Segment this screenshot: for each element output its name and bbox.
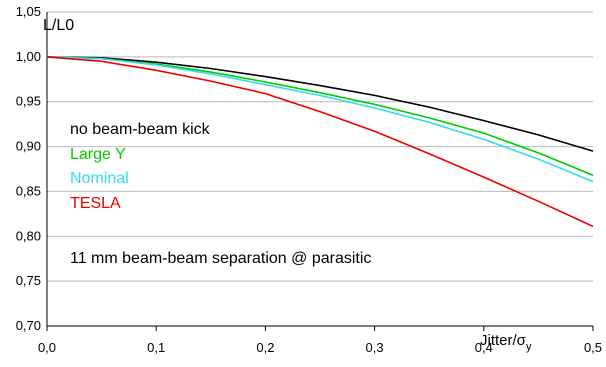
legend-entry-nominal: Nominal [70, 170, 129, 187]
legend-entry-no-beam-beam-kick: no beam-beam kick [70, 121, 211, 138]
y-tick-label: 0,90 [16, 139, 41, 154]
legend-entry-tesla: TESLA [70, 195, 121, 212]
y-tick-label: 0,75 [16, 273, 41, 288]
x-tick-label: 0,1 [147, 340, 165, 355]
series-lines [46, 56, 594, 228]
y-tick-label: 0,95 [16, 94, 41, 109]
y-axis-label: L/L0 [43, 17, 74, 34]
x-tick-label: 0,5 [584, 340, 602, 355]
x-tick-label: 0,4 [475, 340, 493, 355]
y-tick-label: 0,80 [16, 228, 41, 243]
series-line-nominal [46, 56, 594, 183]
y-tick-label: 1,00 [16, 49, 41, 64]
y-tick-label: 1,05 [16, 4, 41, 19]
legend-entry-large-y: Large Y [70, 146, 126, 163]
y-tick-labels: 0,70 0,75 0,80 0,85 0,90 0,95 1,00 1,05 [16, 4, 41, 333]
annotation-text: 11 mm beam-beam separation @ parasitic [70, 250, 371, 267]
x-tick-labels: 0,0 0,1 0,2 0,3 0,4 0,5 [38, 340, 602, 355]
legend: no beam-beam kick Large Y Nominal TESLA [70, 121, 211, 212]
x-tick-label: 0,0 [38, 340, 56, 355]
grid [47, 11, 593, 327]
y-tick-label: 0,85 [16, 183, 41, 198]
series-line-tesla [46, 56, 594, 228]
y-tick-label: 0,70 [16, 318, 41, 333]
series-line-no-beam-beam-kick [46, 56, 594, 152]
x-axis-label: Jitter/σy [480, 332, 532, 353]
x-tick-label: 0,3 [366, 340, 384, 355]
series-line-large-y [46, 56, 594, 177]
x-tick-label: 0,2 [256, 340, 274, 355]
axes [46, 12, 594, 331]
